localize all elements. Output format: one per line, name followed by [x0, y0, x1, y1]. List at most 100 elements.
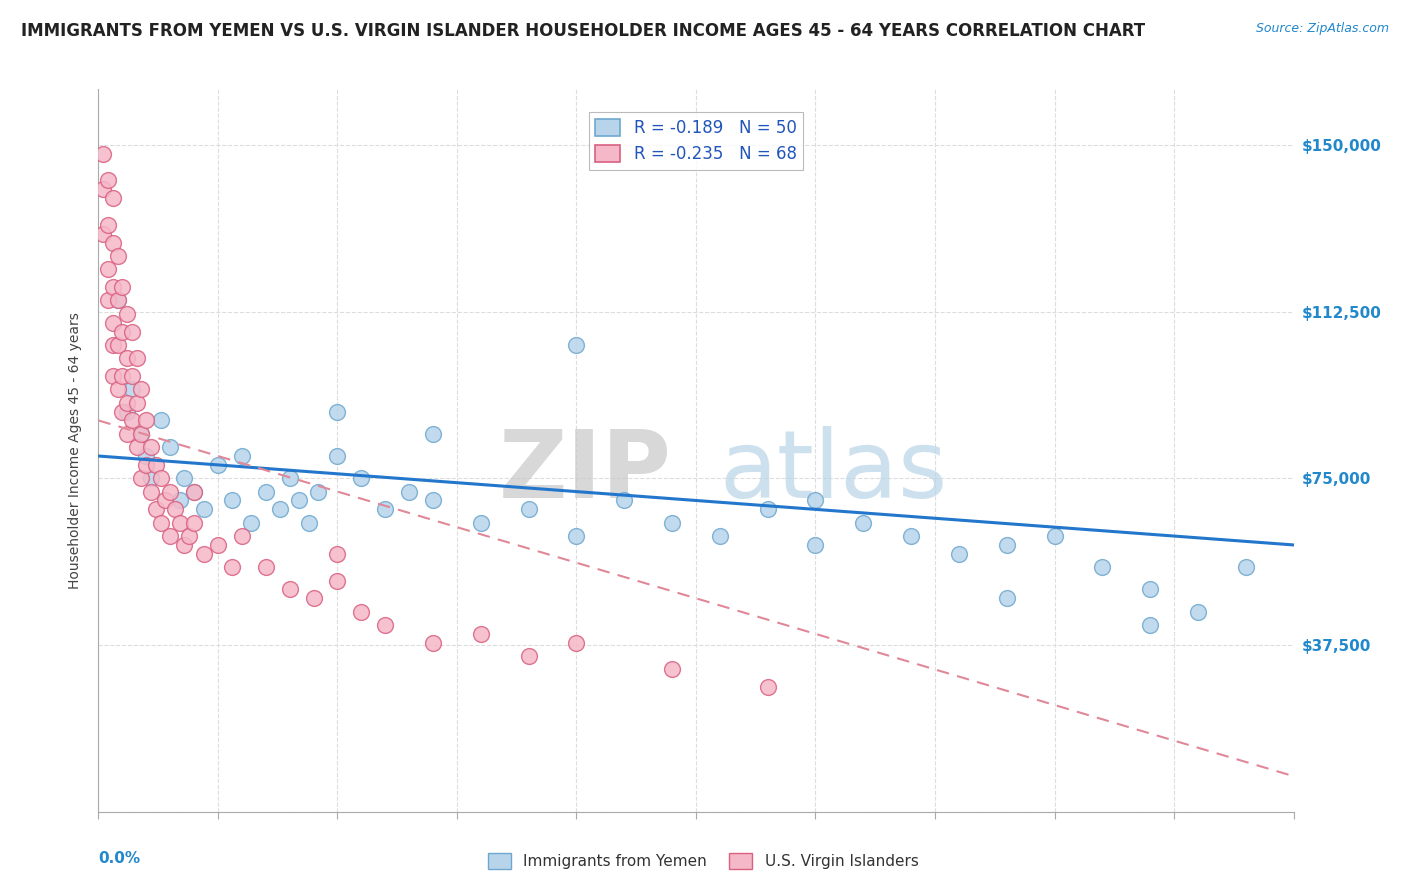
Point	[131, 471, 153, 485]
Point	[804, 538, 827, 552]
Point	[326, 449, 349, 463]
Point	[517, 502, 540, 516]
Point	[135, 449, 157, 463]
Point	[169, 493, 191, 508]
Point	[326, 404, 349, 418]
Point	[995, 538, 1018, 552]
Point	[398, 484, 420, 499]
Point	[1187, 605, 1209, 619]
Point	[111, 369, 134, 384]
Point	[221, 493, 243, 508]
Point	[155, 493, 177, 508]
Text: ZIP: ZIP	[499, 426, 672, 518]
Point	[163, 502, 186, 516]
Point	[135, 458, 157, 472]
Point	[470, 516, 492, 530]
Point	[139, 471, 162, 485]
Point	[131, 382, 153, 396]
Point	[193, 502, 215, 516]
Point	[97, 262, 120, 277]
Point	[374, 502, 396, 516]
Point	[107, 338, 129, 352]
Point	[183, 484, 205, 499]
Point	[111, 404, 134, 418]
Point	[125, 440, 148, 454]
Point	[159, 529, 181, 543]
Point	[159, 440, 181, 454]
Point	[709, 529, 731, 543]
Point	[183, 516, 205, 530]
Point	[269, 502, 291, 516]
Y-axis label: Householder Income Ages 45 - 64 years: Householder Income Ages 45 - 64 years	[69, 312, 83, 589]
Point	[121, 369, 143, 384]
Point	[121, 325, 143, 339]
Point	[307, 484, 329, 499]
Point	[470, 627, 492, 641]
Point	[115, 404, 138, 418]
Point	[91, 227, 114, 241]
Point	[302, 591, 325, 606]
Point	[101, 191, 124, 205]
Point	[97, 218, 120, 232]
Point	[565, 529, 588, 543]
Point	[135, 413, 157, 427]
Point	[131, 426, 153, 441]
Point	[221, 560, 243, 574]
Point	[517, 649, 540, 664]
Point	[207, 458, 229, 472]
Point	[231, 449, 253, 463]
Point	[121, 413, 143, 427]
Text: 0.0%: 0.0%	[98, 852, 141, 866]
Point	[131, 426, 153, 441]
Legend: Immigrants from Yemen, U.S. Virgin Islanders: Immigrants from Yemen, U.S. Virgin Islan…	[481, 847, 925, 875]
Point	[111, 325, 134, 339]
Point	[565, 636, 588, 650]
Point	[254, 484, 277, 499]
Point	[756, 680, 779, 694]
Point	[145, 502, 167, 516]
Text: Source: ZipAtlas.com: Source: ZipAtlas.com	[1256, 22, 1389, 36]
Point	[350, 471, 373, 485]
Point	[298, 516, 321, 530]
Point	[115, 426, 138, 441]
Point	[254, 560, 277, 574]
Point	[565, 338, 588, 352]
Point	[852, 516, 875, 530]
Point	[97, 293, 120, 308]
Point	[173, 538, 195, 552]
Point	[1091, 560, 1114, 574]
Point	[121, 382, 143, 396]
Point	[613, 493, 636, 508]
Point	[193, 547, 215, 561]
Point	[101, 338, 124, 352]
Point	[115, 351, 138, 366]
Point	[231, 529, 253, 543]
Point	[179, 529, 201, 543]
Point	[125, 351, 148, 366]
Point	[422, 426, 444, 441]
Point	[145, 458, 167, 472]
Point	[1139, 582, 1161, 597]
Point	[422, 636, 444, 650]
Point	[115, 307, 138, 321]
Point	[107, 249, 129, 263]
Point	[995, 591, 1018, 606]
Point	[139, 440, 162, 454]
Point	[278, 471, 301, 485]
Text: IMMIGRANTS FROM YEMEN VS U.S. VIRGIN ISLANDER HOUSEHOLDER INCOME AGES 45 - 64 YE: IMMIGRANTS FROM YEMEN VS U.S. VIRGIN ISL…	[21, 22, 1146, 40]
Point	[101, 280, 124, 294]
Point	[101, 235, 124, 250]
Point	[326, 574, 349, 588]
Point	[149, 471, 172, 485]
Point	[159, 484, 181, 499]
Point	[661, 516, 683, 530]
Point	[107, 293, 129, 308]
Point	[107, 382, 129, 396]
Point	[422, 493, 444, 508]
Point	[107, 293, 129, 308]
Point	[91, 146, 114, 161]
Point	[183, 484, 205, 499]
Point	[350, 605, 373, 619]
Point	[169, 516, 191, 530]
Point	[91, 182, 114, 196]
